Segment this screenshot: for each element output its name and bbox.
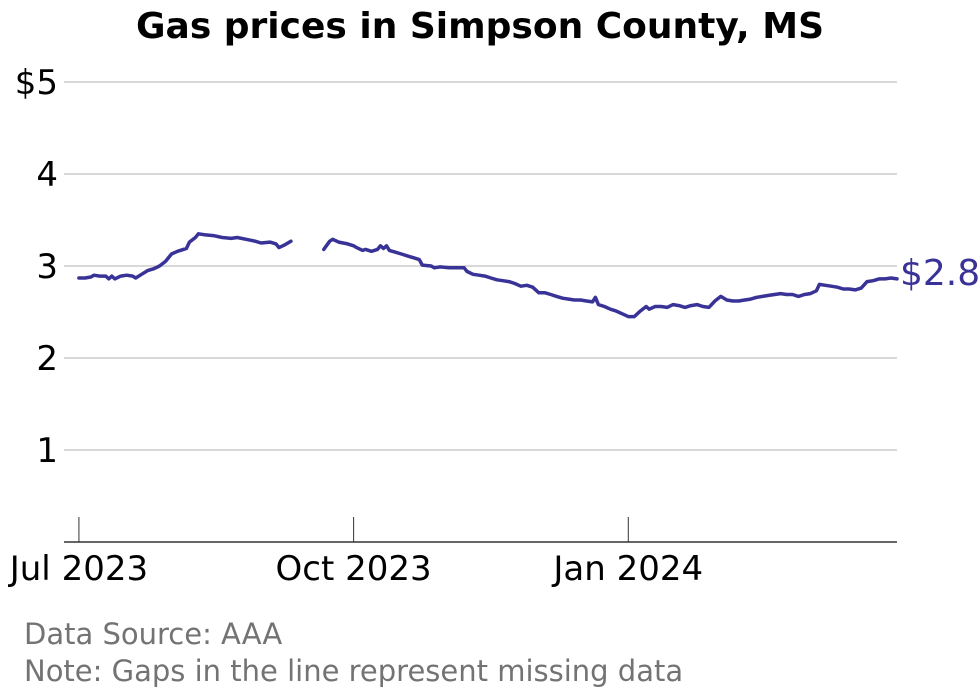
line-chart: Gas prices in Simpson County, MS 1 2 3 4 $5 Ju… (8, 6, 980, 589)
chart-title: Gas prices in Simpson County, MS (136, 6, 824, 47)
y-tick-label: 3 (36, 247, 58, 287)
y-tick-label: 4 (36, 155, 58, 195)
y-tick-label: $5 (15, 63, 58, 103)
price-line-segment (322, 237, 899, 319)
y-tick-label: 2 (36, 339, 58, 379)
price-line-segment (77, 232, 293, 281)
latest-price-label: $2.86 (900, 253, 980, 294)
data-source-note: Data Source: AAA (24, 617, 283, 651)
x-tick-label: Jul 2023 (8, 549, 148, 589)
missing-data-note: Note: Gaps in the line represent missing… (24, 654, 684, 688)
x-tick-label: Jan 2024 (551, 549, 703, 589)
y-tick-label: 1 (36, 431, 58, 471)
x-tick-label: Oct 2023 (276, 549, 432, 589)
